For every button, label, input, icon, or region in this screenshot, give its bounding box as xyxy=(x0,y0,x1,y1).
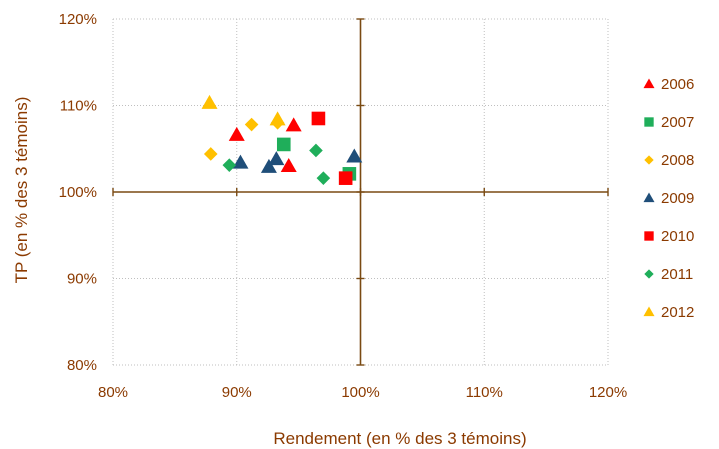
y-tick-label: 80% xyxy=(67,357,97,374)
data-point-2010 xyxy=(311,111,326,126)
legend-marker-2008 xyxy=(644,155,654,165)
legend-marker-2012 xyxy=(643,306,655,317)
y-tick-label: 120% xyxy=(59,11,97,28)
data-point-2009 xyxy=(346,148,363,163)
y-axis-title: TP (en % des 3 témoins) xyxy=(12,97,31,284)
data-point-2008 xyxy=(203,147,218,161)
x-tick-label: 80% xyxy=(98,384,128,401)
legend-marker-2009 xyxy=(643,192,655,203)
legend-label-2006: 2006 xyxy=(661,76,694,93)
data-point-2007 xyxy=(276,137,291,152)
data-point-2012 xyxy=(201,94,218,109)
data-point-2011 xyxy=(316,171,331,185)
y-tick-label: 90% xyxy=(67,271,97,288)
x-tick-label: 120% xyxy=(589,384,627,401)
tick-labels: 80% 90% 100% 110% 120% 80% 90% 100% 110% 120% xyxy=(59,11,628,401)
legend-label-2009: 2009 xyxy=(661,190,694,207)
legend: 2006 2007 2008 2009 2010 2011 2012 xyxy=(643,76,694,321)
data-point-2006 xyxy=(285,117,302,132)
data-points xyxy=(201,94,363,185)
data-point-2006 xyxy=(280,158,297,173)
x-tick-label: 90% xyxy=(222,384,252,401)
legend-marker-2006 xyxy=(643,78,655,89)
legend-label-2011: 2011 xyxy=(661,266,693,283)
legend-marker-2011 xyxy=(644,269,654,279)
legend-label-2008: 2008 xyxy=(661,152,694,169)
data-point-2009 xyxy=(232,154,249,169)
reference-axes xyxy=(112,18,609,366)
data-point-2011 xyxy=(309,143,323,158)
legend-marker-2007 xyxy=(644,117,654,127)
legend-label-2012: 2012 xyxy=(661,304,694,321)
x-tick-label: 100% xyxy=(341,384,379,401)
x-axis-title: Rendement (en % des 3 témoins) xyxy=(273,429,526,448)
data-point-2011 xyxy=(222,158,237,172)
legend-marker-2010 xyxy=(644,231,654,241)
data-point-2010 xyxy=(338,171,353,185)
legend-label-2007: 2007 xyxy=(661,114,694,131)
data-point-2009 xyxy=(268,151,285,166)
x-tick-label: 110% xyxy=(466,384,503,401)
y-tick-label: 100% xyxy=(59,184,97,201)
y-tick-label: 110% xyxy=(60,98,97,115)
data-point-2008 xyxy=(244,117,259,132)
data-point-2009 xyxy=(260,158,277,173)
data-point-2006 xyxy=(228,126,245,141)
legend-label-2010: 2010 xyxy=(661,228,694,245)
data-point-2012 xyxy=(269,111,286,126)
